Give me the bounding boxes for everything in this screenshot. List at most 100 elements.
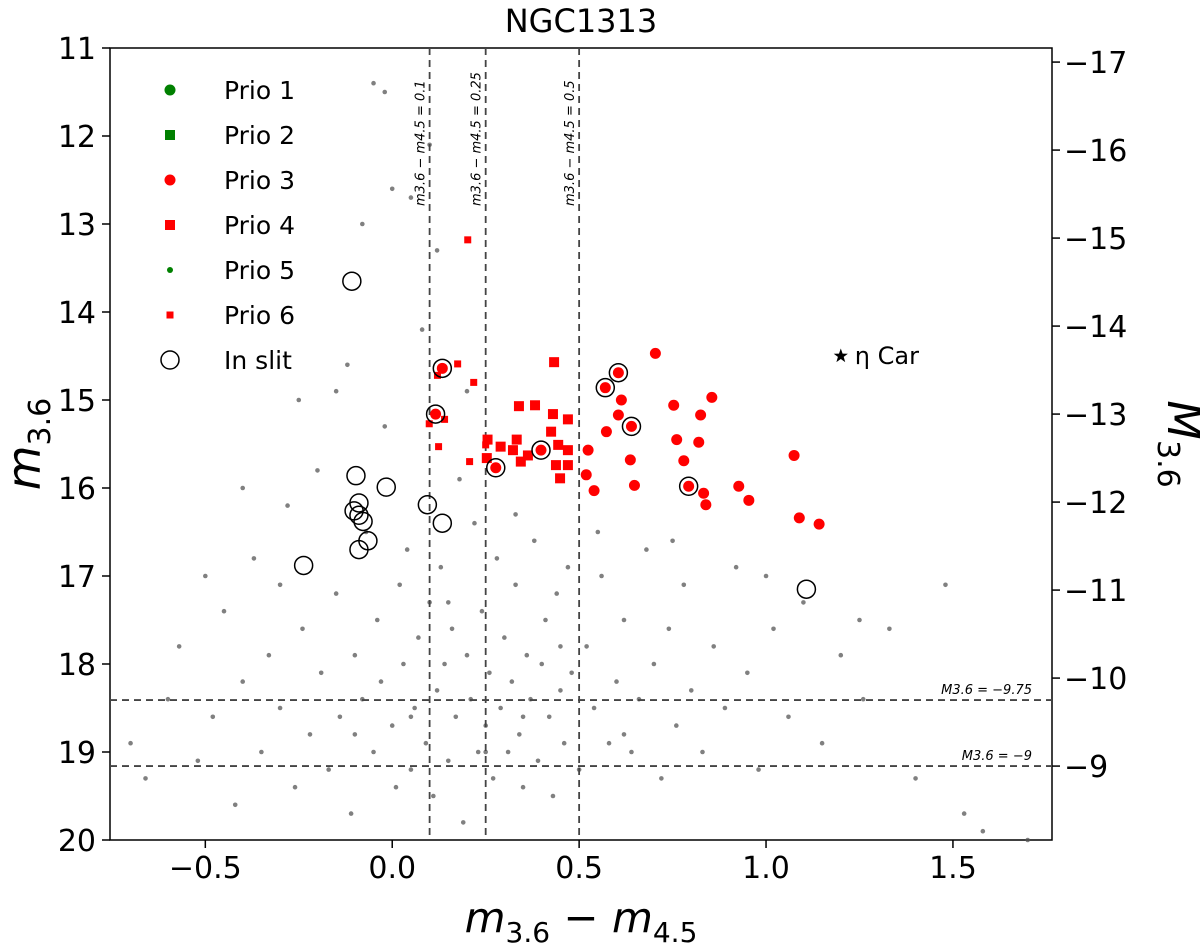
field-star bbox=[464, 388, 470, 394]
point bbox=[515, 456, 526, 467]
field-star bbox=[666, 626, 672, 632]
point bbox=[550, 460, 561, 471]
field-star bbox=[558, 644, 563, 649]
field-star bbox=[546, 714, 552, 720]
point bbox=[481, 453, 492, 464]
y2-label-sub: 3.6 bbox=[1150, 440, 1185, 488]
x-tick-label: −0.5 bbox=[169, 851, 242, 886]
legend-marker bbox=[164, 84, 176, 96]
y2-tick-label: −15 bbox=[1064, 222, 1127, 257]
field-star bbox=[961, 811, 967, 816]
field-star bbox=[434, 248, 440, 253]
y-label-part: m bbox=[0, 445, 51, 490]
y-tick-label: 18 bbox=[58, 648, 96, 683]
point bbox=[562, 445, 573, 456]
field-star bbox=[629, 749, 634, 755]
field-star bbox=[203, 573, 208, 579]
field-star bbox=[913, 776, 918, 781]
y2-tick-label: −11 bbox=[1064, 574, 1127, 609]
field-star bbox=[621, 732, 627, 737]
field-star bbox=[307, 732, 313, 737]
point bbox=[788, 449, 800, 461]
point bbox=[482, 441, 490, 449]
point bbox=[430, 408, 442, 420]
field-star bbox=[445, 600, 451, 605]
legend-label: Prio 5 bbox=[224, 256, 295, 285]
field-star bbox=[801, 600, 806, 605]
field-star bbox=[345, 362, 350, 368]
point bbox=[615, 394, 627, 406]
field-star bbox=[733, 564, 739, 570]
point bbox=[813, 518, 825, 530]
reference-label: m3.6 − m4.5 = 0.1 bbox=[414, 80, 429, 206]
field-star bbox=[554, 591, 560, 596]
field-star bbox=[143, 776, 148, 781]
legend-label: Prio 1 bbox=[224, 76, 295, 105]
field-star bbox=[535, 758, 541, 764]
field-star bbox=[460, 820, 466, 825]
point bbox=[349, 539, 369, 560]
point bbox=[531, 440, 551, 460]
field-star bbox=[524, 652, 530, 658]
point bbox=[678, 476, 699, 496]
field-star bbox=[445, 758, 451, 764]
legend-marker bbox=[164, 174, 176, 186]
field-star bbox=[513, 512, 518, 517]
field-star bbox=[722, 705, 728, 711]
point bbox=[625, 420, 637, 432]
field-star bbox=[389, 723, 395, 728]
point bbox=[562, 460, 573, 471]
field-star bbox=[326, 767, 331, 772]
field-star bbox=[550, 793, 556, 799]
y-tick-label: 17 bbox=[58, 560, 96, 595]
field-star bbox=[561, 740, 567, 746]
reference-label: M3.6 = −9 bbox=[962, 749, 1032, 764]
field-star bbox=[591, 705, 597, 711]
y-label-sub: 3.6 bbox=[23, 398, 58, 446]
reference-label: M3.6 = −9.75 bbox=[941, 683, 1032, 698]
point bbox=[425, 404, 446, 424]
field-star bbox=[595, 529, 601, 535]
point bbox=[743, 494, 755, 506]
field-star bbox=[382, 89, 388, 95]
legend-label: Prio 2 bbox=[224, 121, 295, 150]
field-star bbox=[819, 740, 825, 746]
field-star bbox=[483, 749, 488, 755]
field-star bbox=[352, 732, 358, 737]
y-tick-label: 14 bbox=[58, 296, 96, 331]
field-star bbox=[423, 740, 429, 746]
legend-marker bbox=[167, 267, 173, 273]
field-star bbox=[520, 714, 526, 720]
field-star bbox=[763, 573, 769, 579]
point bbox=[511, 434, 522, 445]
point bbox=[293, 555, 314, 576]
field-star bbox=[531, 538, 537, 544]
point bbox=[417, 494, 438, 515]
field-star bbox=[292, 784, 298, 790]
field-star bbox=[348, 811, 354, 816]
y2-tick-label: −17 bbox=[1064, 46, 1127, 81]
field-star bbox=[240, 679, 246, 684]
field-star bbox=[505, 749, 511, 755]
reference-label: m3.6 − m4.5 = 0.5 bbox=[563, 80, 578, 206]
legend-marker bbox=[160, 350, 180, 370]
field-star bbox=[240, 485, 246, 491]
y-tick-label: 20 bbox=[58, 824, 96, 859]
field-star bbox=[408, 767, 414, 772]
field-star bbox=[569, 670, 574, 676]
field-star bbox=[659, 776, 664, 781]
field-star bbox=[644, 547, 649, 552]
y2-tick-label: −12 bbox=[1064, 486, 1127, 521]
y2-tick-label: −10 bbox=[1064, 662, 1127, 697]
field-star bbox=[259, 749, 264, 755]
field-star bbox=[232, 802, 238, 808]
field-star bbox=[434, 688, 440, 693]
legend-label: In slit bbox=[224, 346, 292, 375]
field-star bbox=[490, 776, 496, 781]
point bbox=[495, 441, 506, 452]
point bbox=[513, 401, 524, 412]
point bbox=[624, 454, 636, 466]
point bbox=[432, 358, 453, 379]
point bbox=[349, 505, 369, 526]
reference-star bbox=[833, 348, 848, 363]
